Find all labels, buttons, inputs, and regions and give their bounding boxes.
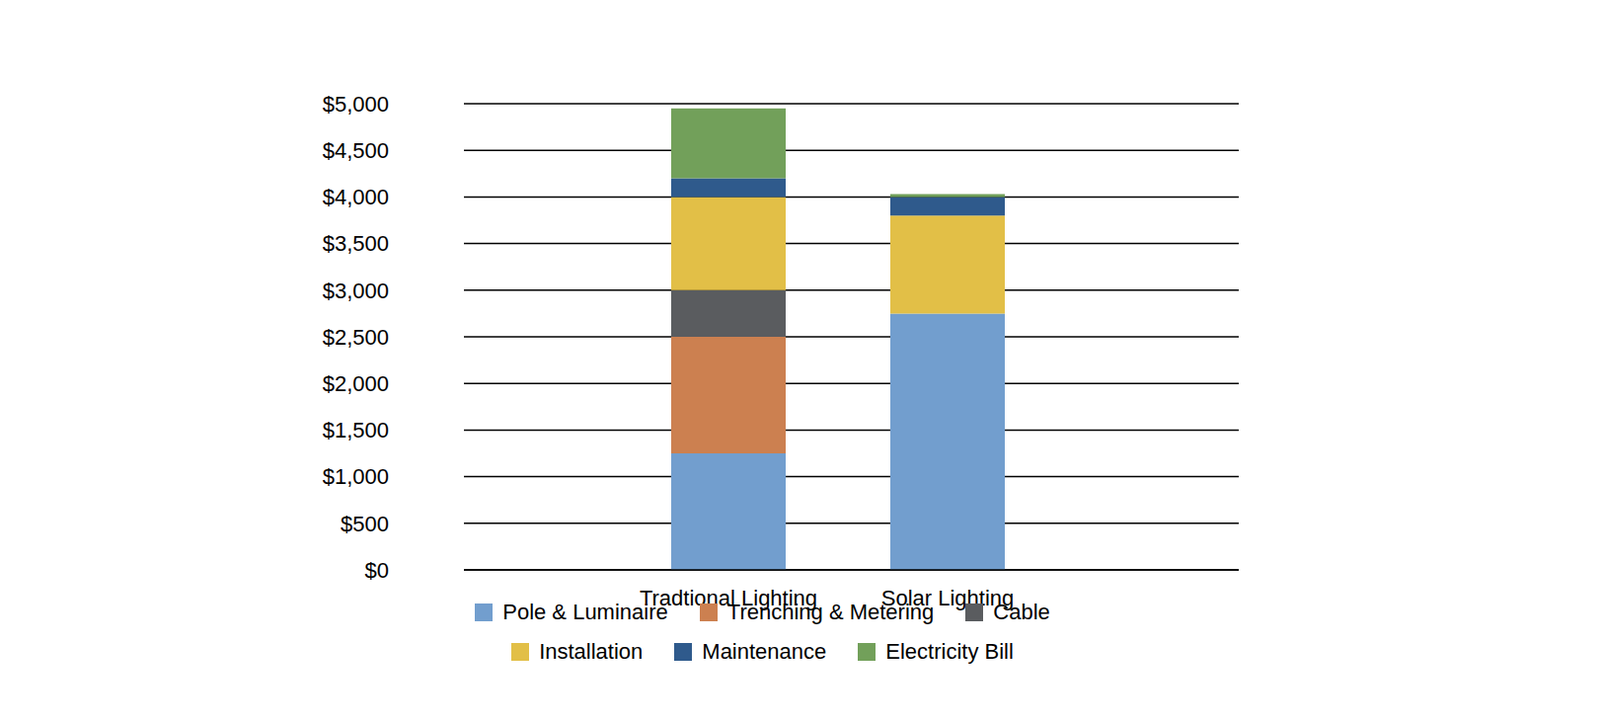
svg-text:$1,000: $1,000 <box>322 463 389 489</box>
html-text:Pole & Luminaire: Pole & Luminaire <box>502 599 669 624</box>
svg-text:$4,500: $4,500 <box>322 138 389 163</box>
html-text:Trenching & Metering: Trenching & Metering <box>727 599 935 624</box>
html-text:Maintenance: Maintenance <box>702 638 827 664</box>
svg-text:$0: $0 <box>365 557 389 583</box>
html-text:Cable: Cable <box>993 599 1051 624</box>
svg-text:$1,500: $1,500 <box>322 417 389 443</box>
svg-text:$3,500: $3,500 <box>322 230 389 256</box>
svg-text:$4,000: $4,000 <box>322 184 389 210</box>
html-text:Electricity Bill: Electricity Bill <box>885 638 1014 664</box>
html-text:Installation: Installation <box>539 638 643 664</box>
svg-text:$3,000: $3,000 <box>322 278 389 304</box>
svg-text:$500: $500 <box>340 511 389 536</box>
svg-text:Tradtional Lighting: Tradtional Lighting <box>639 585 818 610</box>
svg-text:Solar Lighting: Solar Lighting <box>881 585 1015 610</box>
svg-text:$5,000: $5,000 <box>322 91 389 117</box>
svg-text:$2,000: $2,000 <box>322 371 389 396</box>
svg-text:$2,500: $2,500 <box>322 324 389 350</box>
